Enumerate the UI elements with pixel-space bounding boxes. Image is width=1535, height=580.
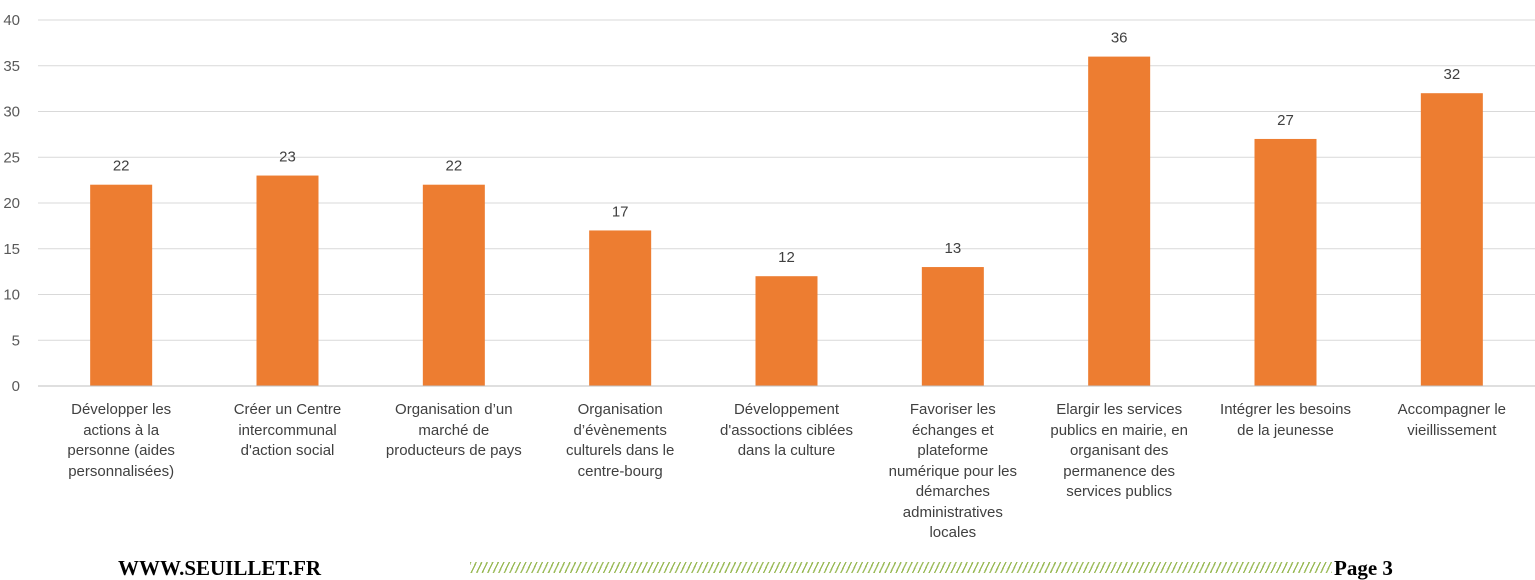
x-category-label-line: services publics: [1066, 483, 1173, 500]
y-tick-label: 20: [3, 195, 20, 212]
data-label: 36: [1111, 30, 1128, 47]
bar: [256, 175, 319, 386]
bar: [1420, 93, 1483, 386]
footer-website: WWW.SEUILLET.FR: [118, 556, 322, 580]
x-category-label: Accompagner le vieillissement: [1369, 400, 1535, 441]
x-category-label-line: personne (aides: [67, 442, 175, 459]
data-label: 13: [944, 240, 961, 257]
data-label: 32: [1443, 66, 1460, 83]
x-category-label-line: échanges et: [911, 421, 994, 439]
x-category-label-line: actions à la: [83, 421, 160, 439]
y-tick-label: 30: [3, 104, 20, 121]
data-label: 27: [1277, 112, 1294, 129]
data-label: 23: [279, 149, 296, 166]
y-tick-label: 15: [3, 241, 20, 258]
x-category-label-line: organisant des: [1069, 442, 1169, 459]
x-category-label: Développer les actions à la personne (aide…: [38, 400, 204, 482]
x-category-label-line: centre-bourg: [577, 462, 663, 480]
y-tick-label: 25: [3, 149, 20, 166]
x-category-label-line: Développement: [733, 401, 840, 418]
x-category-label: Organisation d’un marché de producteurs de…: [371, 400, 537, 462]
x-category-label-line: personnalisées): [68, 462, 175, 480]
y-tick-label: 40: [3, 12, 20, 29]
x-category-label-line: Intégrer les besoins: [1220, 401, 1351, 418]
x-category-label-line: d’évènements: [573, 421, 667, 439]
x-category-label: Elargir les services publics en mairie, e…: [1036, 400, 1202, 503]
x-category-label-line: plateforme: [917, 442, 989, 459]
y-tick-label: 10: [3, 287, 20, 304]
x-category-label-line: Accompagner le: [1397, 401, 1507, 418]
x-category-label: Organisation d’évènements culturels dans l…: [537, 400, 703, 482]
data-label: 22: [445, 158, 462, 175]
x-category-label-line: démarches: [915, 483, 990, 500]
x-category-label-line: permanence des: [1063, 462, 1176, 480]
data-label: 17: [612, 203, 629, 220]
x-category-label-line: administratives: [902, 503, 1003, 521]
x-category-label-line: dans la culture: [737, 442, 836, 459]
x-category-label-line: culturels dans le: [565, 442, 675, 459]
x-category-label-line: vieillissement: [1407, 421, 1497, 439]
footer-page-number: Page 3: [1334, 556, 1393, 580]
bar: [1254, 138, 1317, 386]
data-label: 22: [113, 158, 130, 175]
x-category-label-line: Favoriser les: [909, 401, 996, 418]
y-tick-label: 35: [3, 58, 20, 75]
x-category-label-line: intercommunal: [238, 421, 337, 439]
bar: [90, 184, 153, 386]
x-category-label-line: marché de: [418, 421, 490, 439]
x-category-label-line: publics en mairie, en: [1050, 421, 1188, 439]
x-category-label-line: producteurs de pays: [385, 442, 522, 459]
x-category-label-line: de la jeunesse: [1237, 421, 1334, 439]
x-category-label-line: Organisation d’un: [395, 401, 513, 418]
x-category-label: Développement d'assoctions ciblées dans la…: [704, 400, 870, 462]
x-category-label-line: locales: [929, 524, 977, 541]
footer-stripe-decoration: [470, 562, 1332, 573]
bar: [755, 276, 818, 386]
data-label: 12: [778, 249, 795, 266]
x-category-label-line: numérique pour les: [888, 462, 1018, 480]
x-category-label: Créer un Centre intercommunal d'action soc…: [205, 400, 371, 462]
x-category-label-line: d'assoctions ciblées: [720, 421, 853, 439]
x-category-label-line: Créer un Centre: [233, 401, 342, 418]
bar: [422, 184, 485, 386]
x-category-label-line: Développer les: [71, 401, 172, 418]
bar: [1088, 56, 1151, 386]
bar: [589, 230, 652, 386]
x-category-label: Favoriser les échanges et plateforme numéri…: [870, 400, 1036, 544]
y-tick-label: 5: [12, 332, 20, 349]
x-category-label-line: d'action social: [240, 442, 335, 459]
bar: [921, 267, 984, 386]
y-tick-label: 0: [12, 378, 20, 395]
x-category-label: Intégrer les besoins de la jeunesse: [1203, 400, 1369, 441]
x-category-label-line: Elargir les services: [1056, 401, 1183, 418]
x-category-label-line: Organisation: [577, 401, 663, 418]
